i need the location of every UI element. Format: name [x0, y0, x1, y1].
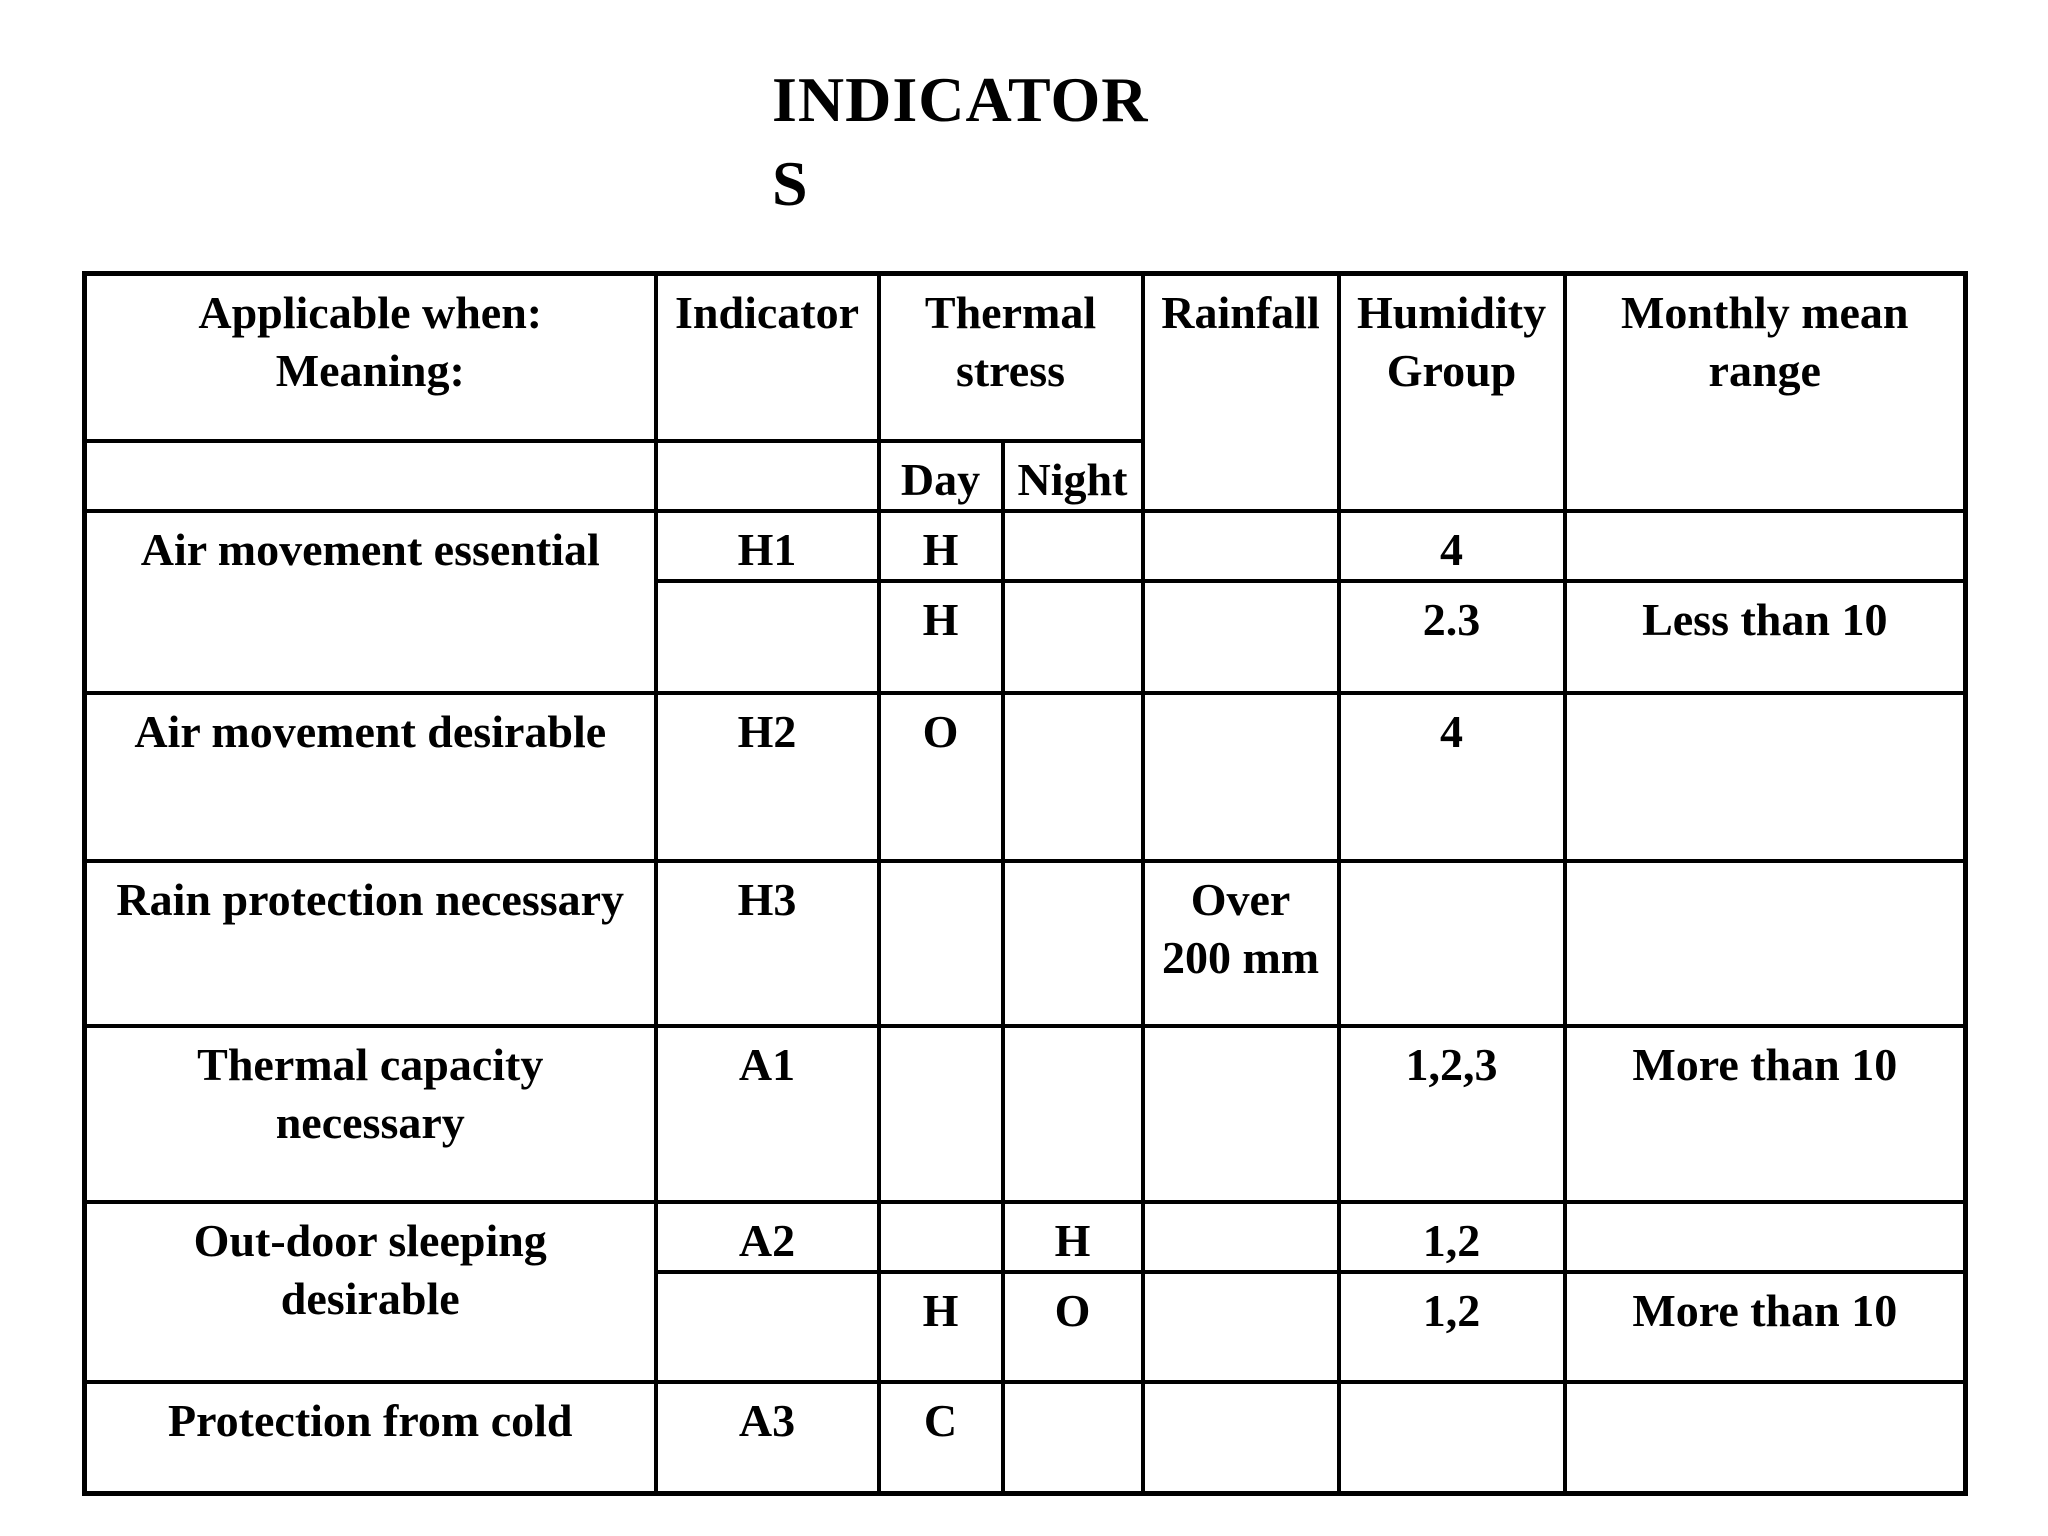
cell-meaning: Thermal capacity necessary — [82, 1023, 658, 1204]
cell-humidity: 2.3 — [1336, 578, 1567, 695]
table-row-air-movement-essential-2: H 2.3 Less than 10 — [85, 578, 1968, 695]
cell-indicator: A1 — [653, 1023, 881, 1204]
cell-day: C — [876, 1379, 1005, 1496]
cell-rainfall — [1140, 578, 1341, 695]
cell-monthly: More than 10 — [1562, 1023, 1968, 1204]
cell-indicator: H3 — [653, 858, 881, 1028]
page-title-line-1: INDICATOR — [772, 64, 1149, 135]
cell-humidity: 1,2 — [1336, 1269, 1567, 1384]
header-humidity-group: Humidity Group — [1336, 271, 1567, 513]
cell-day — [876, 1023, 1005, 1204]
header-rainfall: Rainfall — [1140, 271, 1341, 513]
header-thermal-stress: Thermal stress — [876, 271, 1145, 443]
table-row-air-movement-desirable: Air movement desirable H2 O 4 — [82, 690, 1968, 863]
cell-indicator: A3 — [653, 1379, 881, 1496]
table-row-outdoor-sleeping-desirable: Out-door sleeping desirable A2 H 1,2 — [82, 1199, 1968, 1384]
header-row-1: Applicable when: Meaning: Indicator Ther… — [82, 271, 1968, 513]
cell-humidity: 4 — [1336, 508, 1567, 583]
cell-indicator: H2 — [653, 690, 881, 863]
table-row-thermal-capacity-necessary: Thermal capacity necessary A1 1,2,3 More… — [82, 1023, 1968, 1204]
cell-meaning: Out-door sleeping desirable — [82, 1199, 658, 1384]
table-row-rain-protection-necessary: Rain protection necessary H3 Over 200 mm — [82, 858, 1968, 1028]
cell-rainfall — [1140, 1379, 1341, 1496]
empty-cell — [653, 438, 881, 513]
cell-night — [1000, 578, 1145, 695]
cell-humidity: 4 — [1336, 690, 1567, 863]
cell-rainfall — [1140, 1023, 1341, 1204]
cell-night — [1000, 1023, 1145, 1204]
cell-rainfall — [1140, 508, 1341, 583]
cell-indicator — [653, 578, 881, 695]
cell-day: H — [876, 1269, 1005, 1384]
table-row-outdoor-sleeping-desirable-2: H O 1,2 More than 10 — [85, 1269, 1968, 1384]
cell-night: O — [1000, 1269, 1145, 1384]
cell-monthly — [1562, 508, 1968, 583]
header-day: Day — [876, 438, 1005, 513]
cell-humidity: 1,2,3 — [1336, 1023, 1567, 1204]
header-night: Night — [1000, 438, 1145, 513]
cell-indicator: H1 — [653, 508, 881, 583]
cell-monthly — [1562, 690, 1968, 863]
header-applicable-when-meaning: Applicable when: Meaning: — [82, 271, 658, 443]
cell-night — [1000, 690, 1145, 863]
cell-monthly — [1562, 1379, 1968, 1496]
cell-night — [1000, 858, 1145, 1028]
cell-indicator: A2 — [653, 1199, 881, 1274]
cell-rainfall: Over 200 mm — [1140, 858, 1341, 1028]
cell-night — [1000, 508, 1145, 583]
empty-cell — [82, 438, 658, 513]
header-monthly-mean-range: Monthly mean range — [1562, 271, 1968, 513]
cell-indicator — [653, 1269, 881, 1384]
cell-humidity — [1336, 858, 1567, 1028]
cell-meaning: Air movement desirable — [82, 690, 658, 863]
cell-night: H — [1000, 1199, 1145, 1274]
cell-night — [1000, 1379, 1145, 1496]
cell-rainfall — [1140, 1269, 1341, 1384]
header-row-2: Day Night — [82, 438, 1966, 513]
page-title-line-2: S — [772, 148, 809, 219]
header-indicator: Indicator — [653, 271, 881, 443]
page-title: INDICATOR S — [772, 58, 1148, 226]
cell-monthly — [1562, 858, 1968, 1028]
table-row-protection-from-cold: Protection from cold A3 C — [82, 1379, 1968, 1496]
cell-day — [876, 858, 1005, 1028]
cell-day: H — [876, 578, 1005, 695]
cell-meaning: Rain protection necessary — [82, 858, 658, 1028]
indicators-table: Applicable when: Meaning: Indicator Ther… — [82, 271, 1969, 1496]
cell-day — [876, 1199, 1005, 1274]
cell-meaning: Air movement essential — [82, 508, 658, 695]
cell-day: H — [876, 508, 1005, 583]
cell-day: O — [876, 690, 1005, 863]
cell-monthly: More than 10 — [1562, 1269, 1968, 1384]
cell-rainfall — [1140, 1199, 1341, 1274]
cell-rainfall — [1140, 690, 1341, 863]
cell-monthly — [1562, 1199, 1968, 1274]
cell-meaning: Protection from cold — [82, 1379, 658, 1496]
table-row-air-movement-essential: Air movement essential H1 H 4 — [82, 508, 1968, 695]
cell-humidity — [1336, 1379, 1567, 1496]
cell-humidity: 1,2 — [1336, 1199, 1567, 1274]
cell-monthly: Less than 10 — [1562, 578, 1968, 695]
